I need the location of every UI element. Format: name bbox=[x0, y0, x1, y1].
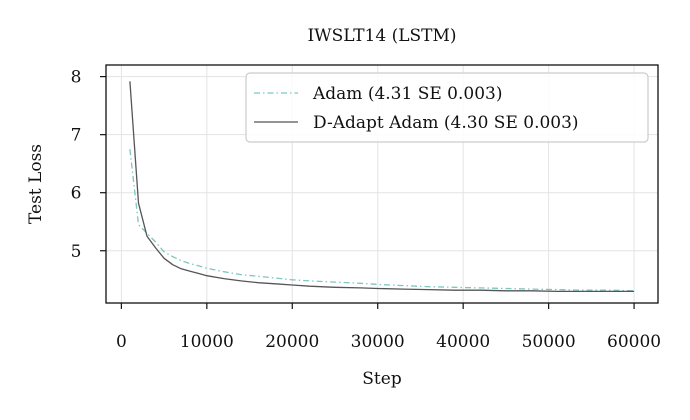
y-tick-label: 8 bbox=[71, 68, 82, 88]
legend: Adam (4.31 SE 0.003) D-Adapt Adam (4.30 … bbox=[245, 72, 649, 143]
y-tick-label: 6 bbox=[71, 184, 82, 204]
chart-title: IWSLT14 (LSTM) bbox=[307, 26, 456, 46]
x-tick-label: 40000 bbox=[436, 332, 490, 352]
x-tick-label: 50000 bbox=[522, 332, 576, 352]
y-tick-label: 5 bbox=[71, 242, 82, 262]
y-tick-label: 7 bbox=[71, 126, 82, 146]
legend-box bbox=[245, 72, 649, 143]
x-tick-label: 0 bbox=[116, 332, 127, 352]
plot-frame bbox=[105, 64, 659, 304]
series-layer bbox=[129, 81, 635, 293]
x-tick-label: 10000 bbox=[180, 332, 234, 352]
y-axis: 5 6 7 8 bbox=[71, 68, 106, 262]
series-line-d-adapt-adam bbox=[129, 81, 635, 293]
legend-label-d-adapt-adam: D-Adapt Adam (4.30 SE 0.003) bbox=[313, 113, 579, 133]
x-axis: 0 10000 20000 30000 40000 50000 60000 bbox=[116, 303, 661, 352]
legend-label-adam: Adam (4.31 SE 0.003) bbox=[312, 84, 502, 104]
x-tick-label: 30000 bbox=[351, 332, 405, 352]
x-tick-label: 20000 bbox=[265, 332, 319, 352]
series-line-adam bbox=[129, 149, 635, 292]
x-tick-label: 60000 bbox=[607, 332, 661, 352]
y-axis-title: Test Loss bbox=[26, 144, 46, 224]
x-axis-title: Step bbox=[362, 369, 402, 389]
